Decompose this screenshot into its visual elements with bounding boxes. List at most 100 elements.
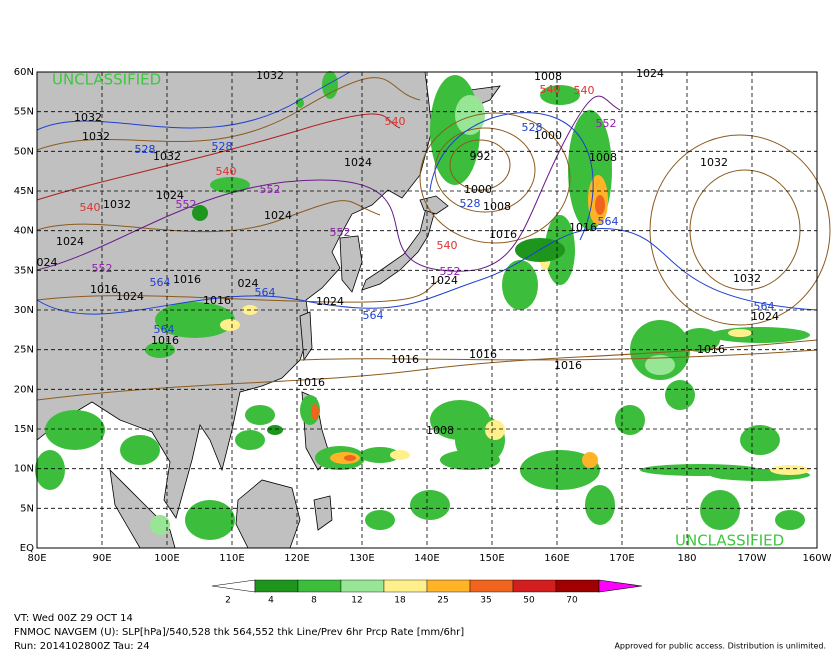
- contour-label: 1008: [426, 424, 454, 437]
- contour-label: 552: [330, 226, 351, 239]
- taiwan: [299, 311, 313, 362]
- contour-label: 1024: [264, 209, 292, 222]
- precip-cell: [185, 500, 235, 540]
- borneo: [235, 479, 301, 549]
- isobar: [649, 134, 831, 326]
- lon-label: 110E: [219, 553, 244, 564]
- contour-label: 024: [238, 277, 259, 290]
- precip-cell: [210, 177, 250, 193]
- isobar: [449, 139, 511, 191]
- precip-cell: [344, 455, 356, 461]
- colorbar-over: [598, 579, 643, 593]
- precip-cell: [220, 319, 240, 331]
- colorbar-tick-label: 25: [437, 596, 448, 606]
- colorbar-swatch: [340, 579, 385, 593]
- colorbar-tick-label: 70: [566, 596, 578, 606]
- sulawesi: [313, 495, 333, 531]
- precip-cell: [311, 404, 319, 420]
- contour-label: 1024: [751, 310, 779, 323]
- lat-label: 5N: [20, 503, 34, 514]
- thickness: [36, 113, 401, 201]
- contour-label: 1016: [173, 273, 201, 286]
- lon-label: 100E: [154, 553, 179, 564]
- contour-label: 540: [540, 83, 561, 96]
- lat-label: 30N: [14, 305, 34, 316]
- isobar: [299, 349, 818, 361]
- contour-label: 1016: [469, 348, 497, 361]
- isobar: [689, 169, 801, 291]
- precip-cell: [192, 205, 208, 221]
- release: Approved for public access. Distribution…: [614, 642, 826, 651]
- contour-label: 1024: [636, 67, 664, 80]
- map-frame: [36, 71, 818, 549]
- contour-label: 1024: [344, 156, 372, 169]
- contour-label: 1008: [589, 151, 617, 164]
- contour-label: 1016: [554, 359, 582, 372]
- precip-cell: [440, 450, 500, 470]
- contour-label: 564: [363, 309, 384, 322]
- colorbar-tick-label: 8: [311, 596, 317, 606]
- colorbar-swatch: [383, 579, 428, 593]
- contour-label: 1032: [733, 272, 761, 285]
- product: FNMOC NAVGEM (U): SLP[hPa]/540,528 thk 5…: [14, 627, 464, 638]
- precipitation: [35, 71, 810, 540]
- contour-label: 540: [80, 201, 101, 214]
- contour-label: 1008: [534, 70, 562, 83]
- precip-cell: [645, 355, 675, 375]
- contour-label: 552: [596, 117, 617, 130]
- contour-label: 992: [470, 150, 491, 163]
- precip-cell: [235, 430, 265, 450]
- contour-label: 540: [385, 115, 406, 128]
- contour-label: 528: [522, 121, 543, 134]
- contour-label: 024: [37, 256, 58, 269]
- colorbar-tick-label: 50: [523, 596, 535, 606]
- colorbar-swatch: [254, 579, 299, 593]
- isobar: [36, 279, 441, 303]
- colorbar-tick-label: 4: [268, 596, 274, 606]
- contour-label: 564: [154, 323, 175, 336]
- lat-label: 15N: [14, 424, 34, 435]
- lon-label: 170E: [609, 553, 634, 564]
- contour-label: 564: [754, 300, 775, 313]
- lon-label: 160W: [803, 553, 832, 564]
- labels: 60N 55N 50N 45N 40N 35N 30N 25N 20N 15N 10N 5N EQ80E…: [14, 67, 832, 564]
- contour-label: 564: [150, 276, 171, 289]
- precip-cell: [267, 425, 283, 435]
- contour-label: 564: [255, 286, 276, 299]
- asia: [36, 71, 433, 519]
- precip-cell: [740, 425, 780, 455]
- precip-cell: [390, 450, 410, 460]
- contour-label: 540: [574, 84, 595, 97]
- precip-cell: [45, 410, 105, 450]
- colorbar-swatch: [469, 579, 514, 593]
- contour-label: 1016: [697, 343, 725, 356]
- lon-label: 90E: [92, 553, 111, 564]
- isobar: [419, 112, 571, 244]
- precip-cell: [540, 85, 580, 105]
- lon-label: 130E: [349, 553, 374, 564]
- lat-label: 35N: [14, 265, 34, 276]
- lat-label: 25N: [14, 345, 34, 356]
- contour-label: 528: [460, 197, 481, 210]
- contour-label: 1016: [391, 353, 419, 366]
- thickness: [36, 71, 351, 131]
- contour-label: 1016: [569, 221, 597, 234]
- contour-label: 1032: [82, 130, 110, 143]
- isobar: [36, 339, 818, 401]
- thickness: [429, 112, 594, 241]
- contour-label: 552: [92, 262, 113, 275]
- contour-label: 1024: [316, 295, 344, 308]
- lat-label: 20N: [14, 384, 34, 395]
- precip-cell: [245, 405, 275, 425]
- contour-label: 552: [260, 183, 281, 196]
- lat-label: EQ: [20, 543, 34, 554]
- contour-label: 528: [212, 140, 233, 153]
- classification: UNCLASSIFIED: [52, 71, 161, 89]
- colorbar-swatch: [297, 579, 342, 593]
- lon-label: 160E: [544, 553, 569, 564]
- precip-cell: [520, 450, 600, 490]
- precip-cell: [665, 380, 695, 410]
- colorbar-swatch: [555, 579, 600, 593]
- precip-cell: [150, 515, 170, 535]
